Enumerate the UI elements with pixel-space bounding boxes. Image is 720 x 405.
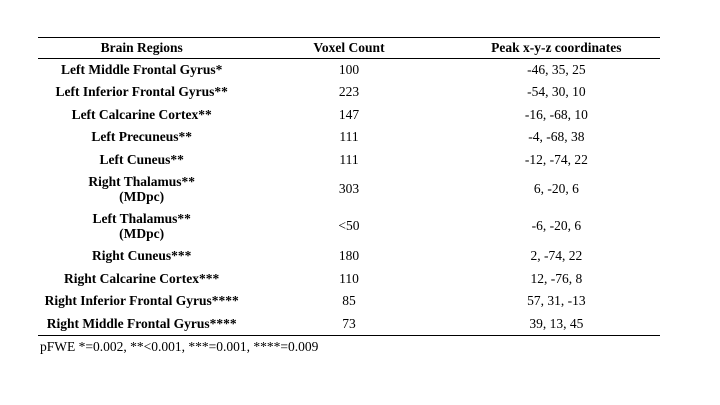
column-header-voxel-count: Voxel Count <box>245 37 453 59</box>
brain-region-cell: Right Middle Frontal Gyrus**** <box>38 312 246 336</box>
peak-coordinates-cell: -4, -68, 38 <box>528 129 585 144</box>
peak-coordinates-cell: 6, -20, 6 <box>533 181 579 197</box>
brain-region-cell: Left Middle Frontal Gyrus* <box>60 61 223 77</box>
voxel-count-cell: 111 <box>339 151 359 167</box>
peak-coordinates-cell: -46, 35, 25 <box>527 61 586 77</box>
table-row: Left Precuneus** 111 -4, -68, 38 <box>38 126 660 149</box>
brain-region-cell: Right Calcarine Cortex*** <box>64 270 220 286</box>
table-row: Right Calcarine Cortex*** 110 12, -76, 8 <box>38 268 660 291</box>
peak-coordinates-cell: -6, -20, 6 <box>531 218 582 234</box>
brain-region-cell: Right Thalamus** (MDpc) <box>88 174 195 204</box>
brain-region-cell: Right Inferior Frontal Gyrus**** <box>44 293 239 308</box>
voxel-count-cell: 180 <box>338 248 360 263</box>
voxel-count-cell: 110 <box>339 270 359 286</box>
peak-coordinates-cell: -16, -68, 10 <box>524 106 588 122</box>
peak-coordinates-cell: -54, 30, 10 <box>527 84 586 99</box>
peak-coordinates-cell: 12, -76, 8 <box>530 270 583 286</box>
peak-coordinates-cell: -12, -74, 22 <box>524 151 588 167</box>
voxel-count-cell: <50 <box>338 218 360 234</box>
voxel-count-cell: 100 <box>338 61 360 77</box>
column-header-peak-coordinates: Peak x-y-z coordinates <box>452 37 660 59</box>
peak-coordinates-cell: 39, 13, 45 <box>452 312 660 336</box>
pfwe-footnote: pFWE *=0.002, **<0.001, ***=0.001, ****=… <box>40 339 319 354</box>
table-row: Left Inferior Frontal Gyrus** 223 -54, 3… <box>38 81 660 104</box>
voxel-count-cell: 147 <box>338 106 360 122</box>
table-row: Left Thalamus** (MDpc) <50 -6, -20, 6 <box>38 208 660 245</box>
peak-coordinates-cell: 57, 31, -13 <box>527 293 586 308</box>
brain-region-cell: Left Inferior Frontal Gyrus** <box>55 84 228 99</box>
brain-region-cell: Left Thalamus** (MDpc) <box>92 211 191 241</box>
brain-region-cell: Left Cuneus** <box>99 151 184 167</box>
brain-region-cell: Left Precuneus** <box>91 129 192 144</box>
table-row: Right Inferior Frontal Gyrus**** 85 57, … <box>38 290 660 313</box>
table-row: Right Thalamus** (MDpc) 303 6, -20, 6 <box>38 171 660 208</box>
voxel-count-cell: 73 <box>245 312 453 336</box>
column-header-brain-regions: Brain Regions <box>38 37 246 59</box>
table-row: Right Middle Frontal Gyrus**** 73 39, 13… <box>38 312 660 336</box>
table-row: Right Cuneus*** 180 2, -74, 22 <box>38 245 660 268</box>
voxel-count-cell: 85 <box>342 293 356 308</box>
brain-region-cell: Right Cuneus*** <box>91 248 192 263</box>
voxel-count-cell: 303 <box>338 181 360 197</box>
results-table-container: Brain Regions Voxel Count Peak x-y-z coo… <box>38 37 660 355</box>
table-row: Left Middle Frontal Gyrus* 100 -46, 35, … <box>38 58 660 81</box>
table-row: Left Cuneus** 111 -12, -74, 22 <box>38 149 660 172</box>
peak-coordinates-cell: 2, -74, 22 <box>530 248 583 263</box>
table-header-row: Brain Regions Voxel Count Peak x-y-z coo… <box>38 37 660 59</box>
brain-region-cell: Left Calcarine Cortex** <box>71 106 212 122</box>
voxel-count-cell: 111 <box>339 129 359 144</box>
voxel-count-cell: 223 <box>338 84 360 99</box>
table-row: Left Calcarine Cortex** 147 -16, -68, 10 <box>38 104 660 127</box>
brain-regions-table: Brain Regions Voxel Count Peak x-y-z coo… <box>38 37 660 336</box>
